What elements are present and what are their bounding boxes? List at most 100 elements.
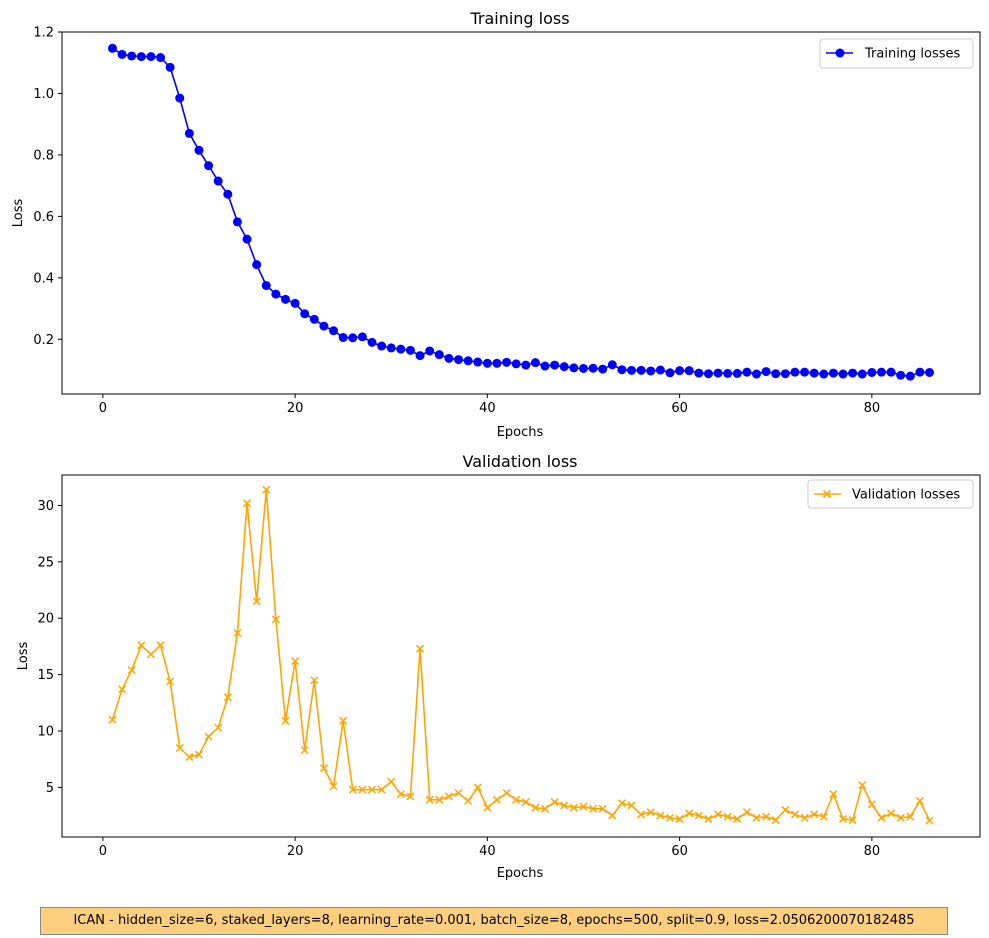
- data-point: [184, 128, 194, 138]
- data-point: [675, 366, 685, 376]
- data-point: [492, 795, 502, 804]
- legend: Validation losses: [807, 479, 974, 509]
- data-point: [723, 368, 733, 378]
- data-point: [137, 641, 146, 650]
- data-point: [146, 52, 156, 62]
- data-point: [223, 189, 233, 199]
- legend-label: Validation losses: [852, 488, 960, 503]
- data-point: [502, 788, 511, 798]
- data-point: [896, 370, 906, 380]
- data-point: [608, 811, 617, 820]
- data-point: [530, 358, 540, 368]
- data-point: [310, 676, 319, 685]
- data-point: [810, 810, 819, 819]
- data-point: [281, 716, 290, 725]
- data-point: [665, 813, 675, 822]
- data-point: [117, 49, 127, 59]
- data-point: [214, 723, 223, 732]
- data-point: [713, 368, 723, 378]
- data-point: [607, 360, 617, 370]
- run-config-footer: ICAN - hidden_size=6, staked_layers=8, l…: [40, 907, 948, 935]
- data-point: [771, 369, 781, 379]
- data-point: [598, 364, 608, 374]
- data-point: [925, 816, 934, 825]
- data-point: [761, 367, 771, 377]
- y-tick-label: 10: [37, 724, 54, 739]
- y-axis-label: Loss: [16, 642, 31, 671]
- legend-marker: [835, 48, 845, 58]
- legend-box: [807, 479, 974, 509]
- data-point: [300, 309, 310, 319]
- data-point: [213, 176, 223, 186]
- data-point: [714, 810, 723, 819]
- data-point: [367, 785, 377, 794]
- data-point: [232, 217, 242, 227]
- legend: Training losses: [819, 38, 974, 69]
- data-point: [675, 814, 684, 823]
- data-point: [329, 326, 339, 336]
- data-point: [425, 795, 434, 804]
- data-point: [204, 161, 214, 171]
- data-point: [800, 367, 810, 377]
- data-point: [887, 809, 896, 818]
- data-point: [858, 781, 867, 790]
- legend-box: [819, 38, 974, 69]
- data-point: [415, 351, 425, 361]
- y-tick-label: 0.4: [33, 271, 54, 286]
- data-point: [579, 802, 588, 811]
- data-point: [703, 369, 713, 379]
- data-point: [694, 368, 704, 378]
- data-point: [194, 750, 204, 759]
- data-point: [598, 804, 607, 813]
- data-point: [655, 365, 665, 375]
- data-point: [252, 260, 262, 270]
- chart-title: Training loss: [469, 9, 569, 28]
- data-point: [704, 814, 713, 823]
- validation-loss-chart: Validation loss 0 20 40 60 80 5 10 15 20 25 30 Epo…: [16, 452, 981, 881]
- data-point: [271, 289, 281, 299]
- y-tick-label: 25: [37, 555, 54, 570]
- data-point: [454, 355, 464, 365]
- data-point: [146, 650, 155, 659]
- data-point: [742, 808, 751, 817]
- data-point: [319, 321, 329, 331]
- x-tick-label: 60: [671, 844, 688, 859]
- x-tick-label: 80: [864, 844, 881, 859]
- data-point: [925, 367, 935, 377]
- data-point: [781, 805, 790, 814]
- data-point: [396, 790, 405, 799]
- data-point: [521, 360, 531, 370]
- y-tick-label: 1.2: [33, 26, 54, 41]
- data-point: [694, 811, 703, 820]
- data-point: [540, 361, 550, 371]
- data-point: [175, 743, 184, 752]
- data-point: [358, 785, 367, 794]
- y-tick-label: 20: [37, 612, 54, 627]
- data-point: [790, 810, 799, 819]
- data-point: [261, 281, 271, 291]
- data-point: [377, 785, 386, 794]
- data-point: [617, 365, 627, 375]
- data-point: [166, 677, 175, 686]
- data-point: [656, 811, 665, 820]
- data-point: [829, 790, 838, 799]
- data-point: [502, 357, 512, 367]
- data-point: [405, 345, 415, 355]
- data-point: [464, 796, 473, 805]
- x-tick-label: 0: [99, 844, 107, 859]
- data-point: [617, 799, 626, 808]
- data-point: [348, 785, 357, 794]
- data-point: [108, 715, 117, 724]
- data-point: [838, 369, 848, 379]
- series-line: [111, 489, 931, 822]
- data-point: [185, 752, 194, 761]
- data-point: [473, 357, 483, 367]
- x-tick-label: 40: [479, 401, 496, 416]
- data-point: [588, 363, 598, 373]
- data-point: [233, 628, 242, 637]
- data-point: [867, 367, 877, 377]
- data-point: [444, 353, 454, 363]
- data-point: [406, 792, 415, 801]
- data-point: [819, 812, 828, 821]
- data-point: [377, 341, 387, 351]
